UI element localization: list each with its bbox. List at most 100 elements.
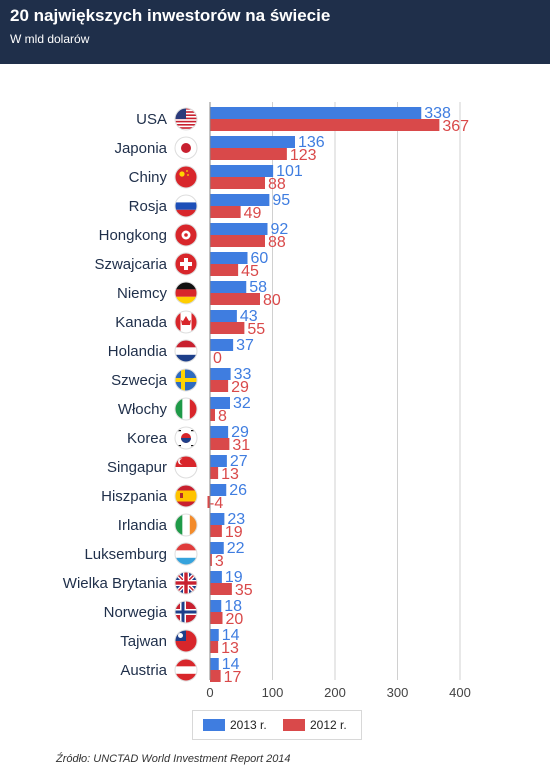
bar-2012-austria — [210, 670, 221, 682]
bar-2013-holandia — [210, 339, 234, 351]
flag-japan-icon — [174, 136, 198, 160]
value-label-2013-irlandia: 23 — [227, 511, 245, 528]
legend-label-2013: 2013 r. — [230, 718, 267, 732]
category-label-szwecja: Szwecja — [111, 372, 168, 389]
value-label-2012-hiszpania: -4 — [209, 495, 223, 512]
value-label-2012-norwegia: 20 — [226, 611, 244, 628]
value-label-2012-tajwan: 13 — [221, 640, 239, 657]
bar-2013-chiny — [210, 165, 274, 177]
value-label-2012-usa: 367 — [442, 118, 469, 135]
flag-taiwan-icon — [174, 629, 198, 653]
legend-swatch-2012 — [283, 719, 305, 731]
bar-2013-irlandia — [210, 513, 225, 525]
source-note: Źródło: UNCTAD World Investment Report 2… — [56, 753, 291, 765]
flag-spain-icon — [174, 484, 198, 508]
chart-header: 20 największych inwestorów na świecie W … — [0, 0, 550, 64]
category-label-chiny: Chiny — [129, 169, 168, 186]
category-label-kanada: Kanada — [115, 314, 167, 331]
chart-subtitle: W mld dolarów — [10, 32, 90, 46]
category-label-irlandia: Irlandia — [118, 517, 168, 534]
x-tick-label: 0 — [206, 685, 213, 700]
value-label-2012-wlochy: 8 — [218, 408, 227, 425]
category-label-hiszpania: Hiszpania — [101, 488, 168, 505]
value-label-2013-singapur: 27 — [230, 453, 248, 470]
category-label-wielka-brytania: Wielka Brytania — [63, 575, 168, 592]
flag-norway-icon — [174, 600, 198, 624]
value-label-2012-austria: 17 — [224, 669, 242, 686]
value-label-2013-korea: 29 — [231, 424, 249, 441]
value-label-2012-wielka-brytania: 35 — [235, 582, 253, 599]
value-label-2012-holandia: 0 — [213, 350, 222, 367]
flag-ireland-icon — [174, 513, 198, 537]
value-label-2012-kanada: 55 — [247, 321, 265, 338]
bar-2012-tajwan — [210, 641, 219, 653]
bar-2013-szwecja — [210, 368, 231, 380]
category-label-singapur: Singapur — [107, 459, 167, 476]
legend-item-2012: 2012 r. — [283, 718, 347, 732]
value-label-2012-rosja: 49 — [244, 205, 262, 222]
flag-canada-icon — [174, 310, 198, 334]
category-label-holandia: Holandia — [108, 343, 168, 360]
flag-netherlands-icon — [174, 339, 198, 363]
bar-2012-usa — [210, 119, 440, 131]
value-label-2013-kanada: 43 — [240, 308, 258, 325]
bar-2012-chiny — [210, 177, 265, 189]
category-label-japonia: Japonia — [114, 140, 167, 157]
bar-2013-wielka-brytania — [210, 571, 222, 583]
bar-2012-szwecja — [210, 380, 229, 392]
bar-2012-korea — [210, 438, 230, 450]
bar-2012-hiszpania — [207, 496, 210, 508]
flag-luxembourg-icon — [174, 542, 198, 566]
value-label-2012-chiny: 88 — [268, 176, 286, 193]
flag-singapore-icon — [174, 455, 198, 479]
bar-2012-szwajcaria — [210, 264, 239, 276]
bar-2013-luksemburg — [210, 542, 224, 554]
x-tick-label: 200 — [324, 685, 346, 700]
flag-hongkong-icon — [174, 223, 198, 247]
category-label-norwegia: Norwegia — [104, 604, 168, 621]
x-tick-label: 300 — [387, 685, 409, 700]
bar-2012-hongkong — [210, 235, 265, 247]
value-label-2013-usa: 338 — [424, 105, 451, 122]
value-label-2012-hongkong: 88 — [268, 234, 286, 251]
flag-italy-icon — [174, 397, 198, 421]
bar-2012-niemcy — [210, 293, 260, 305]
bar-2013-rosja — [210, 194, 270, 206]
flag-switzerland-icon — [174, 252, 198, 276]
category-label-hongkong: Hongkong — [99, 227, 167, 244]
value-label-2013-japonia: 136 — [298, 134, 325, 151]
bar-2013-kanada — [210, 310, 237, 322]
bar-2012-japonia — [210, 148, 287, 160]
bar-2013-szwajcaria — [210, 252, 248, 264]
flag-china-icon — [174, 165, 198, 189]
category-label-korea: Korea — [127, 430, 168, 447]
value-label-2012-niemcy: 80 — [263, 292, 281, 309]
bar-2013-austria — [210, 658, 219, 670]
x-tick-label: 400 — [449, 685, 471, 700]
value-label-2013-rosja: 95 — [272, 192, 290, 209]
value-label-2012-singapur: 13 — [221, 466, 239, 483]
category-label-rosja: Rosja — [129, 198, 168, 215]
category-label-usa: USA — [136, 111, 167, 128]
bar-2012-norwegia — [210, 612, 223, 624]
value-label-2013-chiny: 101 — [276, 163, 303, 180]
bar-2013-singapur — [210, 455, 227, 467]
flag-austria-icon — [174, 658, 198, 682]
value-label-2013-austria: 14 — [222, 656, 240, 673]
bar-2013-japonia — [210, 136, 295, 148]
value-label-2013-szwajcaria: 60 — [251, 250, 269, 267]
flag-uk-icon — [174, 571, 198, 595]
category-label-szwajcaria: Szwajcaria — [94, 256, 167, 273]
value-label-2013-wielka-brytania: 19 — [225, 569, 243, 586]
value-label-2012-luksemburg: 3 — [215, 553, 224, 570]
value-label-2013-niemcy: 58 — [249, 279, 267, 296]
category-label-niemcy: Niemcy — [117, 285, 168, 302]
value-label-2012-irlandia: 19 — [225, 524, 243, 541]
bar-2013-wlochy — [210, 397, 230, 409]
bar-2013-niemcy — [210, 281, 247, 293]
bar-2012-rosja — [210, 206, 241, 218]
bar-2013-norwegia — [210, 600, 222, 612]
value-label-2013-szwecja: 33 — [234, 366, 252, 383]
flag-russia-icon — [174, 194, 198, 218]
legend-label-2012: 2012 r. — [310, 718, 347, 732]
